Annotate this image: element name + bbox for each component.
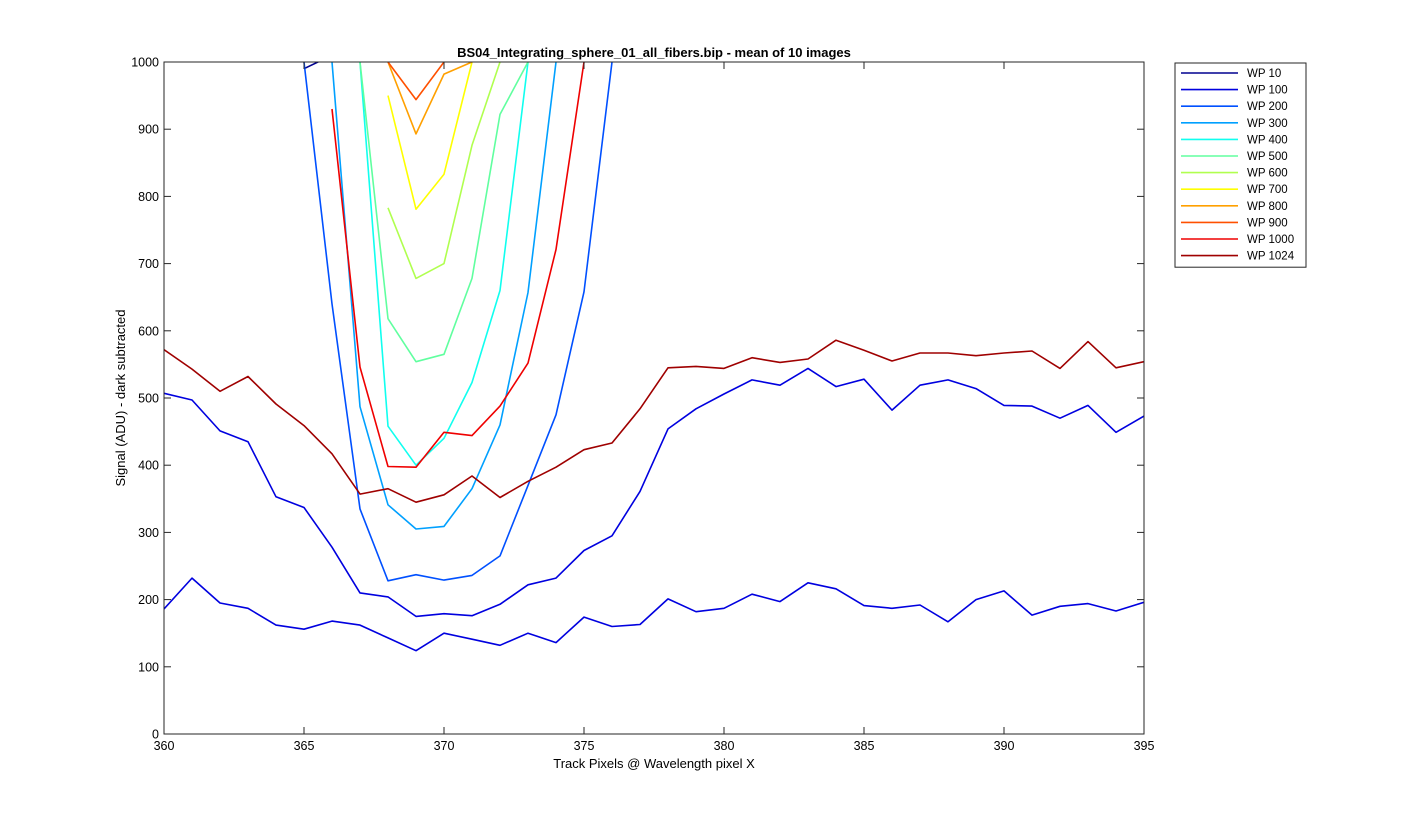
legend-label: WP 600 bbox=[1247, 168, 1288, 180]
x-tick-label: 385 bbox=[854, 739, 875, 753]
x-tick-label: 375 bbox=[574, 739, 595, 753]
legend-label: WP 200 bbox=[1247, 101, 1288, 113]
y-tick-label: 1000 bbox=[131, 56, 159, 70]
x-axis-title: Track Pixels @ Wavelength pixel X bbox=[553, 756, 755, 771]
legend-label: WP 1000 bbox=[1247, 234, 1294, 246]
y-tick-label: 800 bbox=[138, 190, 159, 204]
series-layer bbox=[164, 62, 1144, 652]
series-line-3 bbox=[303, 62, 613, 582]
y-tick-label: 400 bbox=[138, 459, 159, 473]
series-line-11 bbox=[331, 62, 585, 469]
y-tick-label: 300 bbox=[138, 526, 159, 540]
tick-layer: 360 365 370 375 380 385 390 395 0 100 200 300 400 500… bbox=[131, 56, 1154, 754]
legend-label: WP 500 bbox=[1247, 151, 1288, 163]
y-tick-label: 700 bbox=[138, 257, 159, 271]
y-tick-label: 200 bbox=[138, 593, 159, 607]
series-line-7 bbox=[387, 62, 501, 280]
legend-label: WP 900 bbox=[1247, 217, 1288, 229]
y-tick-label: 900 bbox=[138, 123, 159, 137]
x-tick-label: 380 bbox=[714, 739, 735, 753]
legend-label: WP 1024 bbox=[1247, 251, 1295, 263]
series-line-12 bbox=[164, 339, 1144, 504]
legend-label: WP 400 bbox=[1247, 134, 1288, 146]
chart-title: BS04_Integrating_sphere_01_all_fibers.bi… bbox=[457, 45, 851, 60]
series-line-8 bbox=[387, 62, 473, 210]
y-tick-label: 600 bbox=[138, 324, 159, 338]
series-line-9 bbox=[387, 62, 473, 135]
series-line-2 bbox=[164, 367, 1144, 618]
x-tick-label: 390 bbox=[994, 739, 1015, 753]
x-tick-label: 365 bbox=[294, 739, 315, 753]
legend: WP 10 WP 100 WP 200 WP 300 WP 400 WP 500 WP 60… bbox=[1174, 62, 1307, 268]
x-tick-label: 360 bbox=[154, 739, 175, 753]
y-tick-label: 100 bbox=[138, 660, 159, 674]
plot-background bbox=[164, 62, 1144, 734]
y-tick-label: 0 bbox=[152, 728, 159, 742]
legend-label: WP 100 bbox=[1247, 85, 1288, 97]
series-line-1 bbox=[164, 577, 1144, 652]
series-line-4 bbox=[331, 62, 557, 530]
series-line-10 bbox=[387, 62, 445, 101]
y-axis-title: Signal (ADU) - dark subtracted bbox=[113, 309, 128, 486]
legend-label: WP 700 bbox=[1247, 184, 1288, 196]
legend-label: WP 300 bbox=[1247, 118, 1288, 130]
legend-label: WP 800 bbox=[1247, 201, 1288, 213]
legend-box bbox=[1174, 62, 1307, 268]
series-line-6 bbox=[359, 62, 529, 363]
legend-label: WP 10 bbox=[1247, 68, 1281, 80]
y-tick-label: 500 bbox=[138, 392, 159, 406]
series-line-5 bbox=[359, 62, 529, 467]
x-tick-label: 395 bbox=[1134, 739, 1155, 753]
plot-area: 360 365 370 375 380 385 390 395 0 100 200 300 400 500… bbox=[131, 56, 1154, 754]
series-line-0 bbox=[303, 62, 320, 70]
x-tick-label: 370 bbox=[434, 739, 455, 753]
